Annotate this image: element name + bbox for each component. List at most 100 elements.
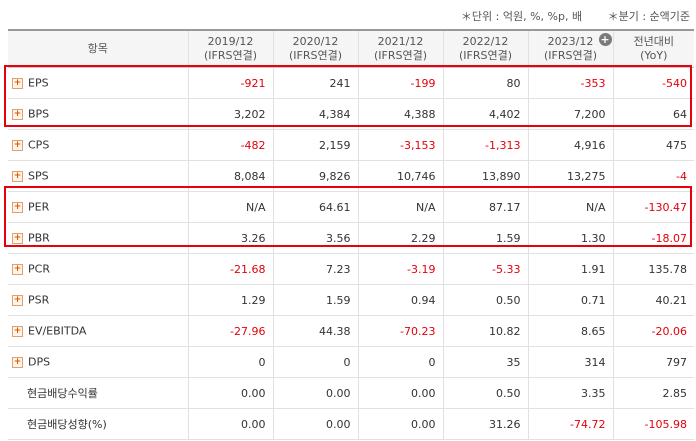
yoy-cell: 64: [612, 98, 694, 130]
value-cell: 10,746: [357, 160, 443, 192]
expand-plus-icon[interactable]: +: [12, 108, 23, 120]
value-cell: 80: [442, 67, 528, 99]
header-period: 2020/12 (IFRS연결): [272, 29, 358, 68]
value-cell: 0: [187, 346, 273, 378]
value-cell: 2,159: [272, 129, 358, 161]
row-label: EPS: [28, 76, 49, 90]
table-row: + BPS 3,202 4,384 4,388 4,402 7,200 64: [8, 98, 694, 130]
expand-plus-icon[interactable]: +: [12, 139, 23, 151]
value-cell: 8,084: [187, 160, 273, 192]
row-label: PBR: [28, 231, 50, 245]
value-cell: -5.33: [442, 253, 528, 285]
value-cell: 1.29: [187, 284, 273, 316]
value-cell: 0.71: [527, 284, 613, 316]
value-cell: 0.50: [442, 377, 528, 409]
header-period: 2019/12 (IFRS연결): [187, 29, 273, 68]
table-row: 현금배당성향(%) 0.00 0.00 0.00 31.26 -74.72 -105.98: [8, 408, 694, 440]
row-label-cell[interactable]: + PSR: [8, 284, 188, 316]
value-cell: 1.59: [272, 284, 358, 316]
table-row: + PSR 1.29 1.59 0.94 0.50 0.71 40.21: [8, 284, 694, 316]
value-cell: 2.29: [357, 222, 443, 254]
row-label-cell[interactable]: + CPS: [8, 129, 188, 161]
value-cell: 87.17: [442, 191, 528, 223]
expand-plus-icon[interactable]: +: [12, 263, 23, 275]
header-item: 항목: [8, 29, 188, 68]
row-label: 현금배당성향(%): [27, 418, 107, 431]
yoy-cell: 2.85: [612, 377, 694, 409]
yoy-cell: -18.07: [612, 222, 694, 254]
expand-plus-icon[interactable]: +: [12, 77, 23, 89]
value-cell: 0: [357, 346, 443, 378]
row-label-cell[interactable]: + EPS: [8, 67, 188, 99]
row-label-cell[interactable]: + PBR: [8, 222, 188, 254]
value-cell: 44.38: [272, 315, 358, 347]
value-cell: 10.82: [442, 315, 528, 347]
expand-plus-icon[interactable]: +: [12, 170, 23, 182]
value-cell: 314: [527, 346, 613, 378]
table-row: 현금배당수익률 0.00 0.00 0.00 0.50 3.35 2.85: [8, 377, 694, 409]
row-label-cell[interactable]: + PCR: [8, 253, 188, 285]
value-cell: 9,826: [272, 160, 358, 192]
value-cell: 0.94: [357, 284, 443, 316]
value-cell: 4,388: [357, 98, 443, 130]
row-label: PCR: [28, 262, 50, 276]
value-cell: 0.50: [442, 284, 528, 316]
value-cell: 3.56: [272, 222, 358, 254]
value-cell: 1.59: [442, 222, 528, 254]
value-cell: 0: [272, 346, 358, 378]
value-cell: 3.35: [527, 377, 613, 409]
value-cell: -21.68: [187, 253, 273, 285]
value-cell: 3,202: [187, 98, 273, 130]
value-cell: -1,313: [442, 129, 528, 161]
table-body: + EPS -921 241 -199 80 -353 -540 + BPS 3,202 4,384 4…: [8, 67, 694, 440]
value-cell: -27.96: [187, 315, 273, 347]
table-row: + PER N/A 64.61 N/A 87.17 N/A -130.47: [8, 191, 694, 223]
expand-plus-icon[interactable]: +: [12, 201, 23, 213]
row-label-cell[interactable]: + DPS: [8, 346, 188, 378]
table-row: + PCR -21.68 7.23 -3.19 -5.33 1.91 135.78: [8, 253, 694, 285]
value-cell: 64.61: [272, 191, 358, 223]
yoy-cell: -540: [612, 67, 694, 99]
yoy-cell: 797: [612, 346, 694, 378]
table-row: + SPS 8,084 9,826 10,746 13,890 13,275 -4: [8, 160, 694, 192]
value-cell: 0.00: [272, 408, 358, 440]
header-yoy: 전년대비 (YoY): [612, 29, 694, 68]
value-cell: -353: [527, 67, 613, 99]
expand-plus-icon[interactable]: +: [12, 356, 23, 368]
expand-plus-icon[interactable]: +: [12, 294, 23, 306]
value-cell: 1.91: [527, 253, 613, 285]
row-label-cell[interactable]: + PER: [8, 191, 188, 223]
yoy-cell: 135.78: [612, 253, 694, 285]
value-cell: 4,402: [442, 98, 528, 130]
value-cell: 4,384: [272, 98, 358, 130]
value-cell: -74.72: [527, 408, 613, 440]
value-cell: 13,890: [442, 160, 528, 192]
plus-circle-icon[interactable]: +: [598, 33, 612, 46]
yoy-cell: -4: [612, 160, 694, 192]
row-label: SPS: [28, 169, 49, 183]
table-row: + CPS -482 2,159 -3,153 -1,313 4,916 475: [8, 129, 694, 161]
row-label-cell[interactable]: + BPS: [8, 98, 188, 130]
value-cell: -482: [187, 129, 273, 161]
expand-plus-icon[interactable]: +: [12, 232, 23, 244]
unit-note: ＊단위 : 억원, %, %p, 배: [460, 10, 583, 23]
row-label: PER: [28, 200, 50, 214]
row-label: PSR: [28, 293, 50, 307]
expand-plus-icon[interactable]: +: [12, 325, 23, 337]
row-label-cell: 현금배당성향(%): [8, 408, 188, 440]
value-cell: N/A: [527, 191, 613, 223]
value-cell: 0.00: [187, 377, 273, 409]
value-cell: N/A: [187, 191, 273, 223]
row-label: BPS: [28, 107, 50, 121]
yoy-cell: 475: [612, 129, 694, 161]
table-header: 항목 2019/12 (IFRS연결) 2020/12 (IFRS연결) 2021/…: [8, 29, 694, 68]
yoy-cell: -105.98: [612, 408, 694, 440]
value-cell: 0.00: [272, 377, 358, 409]
table-row: + EV/EBITDA -27.96 44.38 -70.23 10.82 8.65 -20.…: [8, 315, 694, 347]
table-notes: ＊단위 : 억원, %, %p, 배 ＊분기 : 순액기준: [439, 8, 690, 23]
row-label-cell: 현금배당수익률: [8, 377, 188, 409]
row-label-cell[interactable]: + EV/EBITDA: [8, 315, 188, 347]
row-label: 현금배당수익률: [27, 387, 98, 400]
value-cell: 0.00: [357, 377, 443, 409]
row-label-cell[interactable]: + SPS: [8, 160, 188, 192]
